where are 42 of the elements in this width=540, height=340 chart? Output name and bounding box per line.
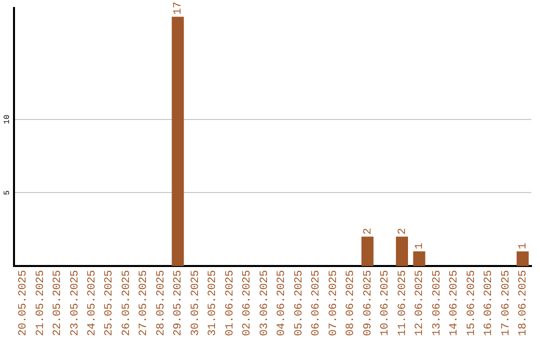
x-tick-label: 27.05.2025 [138, 270, 150, 336]
x-tick-label: 08.06.2025 [345, 270, 358, 336]
x-tick-label: 18.06.2025 [518, 270, 530, 336]
data-label: 2 [362, 228, 374, 235]
x-tick-label: 25.05.2025 [104, 270, 116, 336]
x-tick-label: 15.06.2025 [466, 270, 478, 336]
x-tick-label: 29.05.2025 [172, 270, 185, 336]
bar [413, 251, 426, 266]
bar [361, 236, 374, 266]
x-tick-label: 09.06.2025 [362, 270, 374, 336]
x-tick-label: 30.05.2025 [190, 270, 202, 336]
x-tick-label: 11.06.2025 [396, 270, 409, 336]
bar [516, 251, 529, 266]
data-label: 1 [414, 242, 426, 250]
x-tick-label: 28.05.2025 [155, 270, 168, 336]
x-tick-label: 24.05.2025 [86, 270, 98, 336]
y-tick-label: 5 [3, 190, 12, 196]
x-tick-label: 10.06.2025 [380, 270, 392, 336]
x-tick-label: 13.06.2025 [431, 270, 444, 336]
x-tick-label: 14.06.2025 [448, 270, 461, 336]
x-tick-label: 20.05.2025 [18, 270, 30, 336]
bar [396, 236, 408, 266]
x-tick-label: 31.05.2025 [207, 270, 220, 336]
data-label: 2 [396, 228, 409, 235]
x-tick-label: 17.06.2025 [500, 270, 512, 336]
x-tick-label: 16.06.2025 [483, 270, 496, 336]
x-tick-label: 21.05.2025 [34, 270, 47, 336]
x-tick-label: 23.05.2025 [69, 270, 82, 336]
x-tick-label: 22.05.2025 [52, 270, 64, 336]
x-tick-label: 05.06.2025 [293, 270, 306, 336]
data-label: 1 [518, 242, 530, 250]
bar [172, 16, 184, 266]
x-tick-label: 06.06.2025 [310, 270, 323, 336]
x-tick-label: 02.06.2025 [242, 270, 254, 336]
x-tick-label: 04.06.2025 [276, 270, 288, 336]
data-label: 17 [172, 2, 185, 15]
x-tick-label: 07.06.2025 [328, 270, 340, 336]
x-tick-label: 12.06.2025 [414, 270, 426, 336]
y-tick-label: 10 [3, 114, 12, 124]
x-tick-label: 03.06.2025 [258, 270, 271, 336]
x-tick-label: 01.06.2025 [224, 270, 236, 336]
x-tick-label: 26.05.2025 [120, 270, 133, 336]
